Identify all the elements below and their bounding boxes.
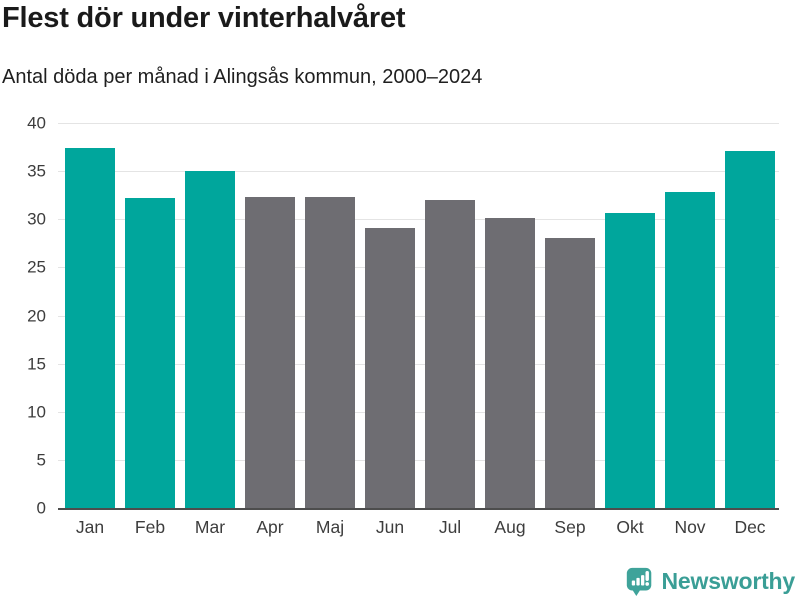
gridline-20 [58,315,779,317]
y-tick-label-25: 25 [27,257,46,277]
gridline-5 [58,459,779,461]
x-tick-label-okt: Okt [616,517,644,537]
brand-name: Newsworthy [661,567,796,594]
x-tick-label-apr: Apr [256,517,284,537]
gridline-40 [58,123,779,124]
y-tick-label-0: 0 [36,498,46,518]
bar-nov [665,192,715,508]
x-tick-label-nov: Nov [674,517,706,537]
bar-apr [245,197,295,508]
x-axis-labels: Jan Feb Mar Apr Maj Jun Jul Aug Sep Okt Nov Dec [58,517,786,538]
gridline-10 [58,411,779,413]
x-tick-label-sep: Sep [554,517,586,537]
y-tick-label-40: 40 [27,113,46,133]
x-tick-label-feb: Feb [134,517,166,537]
bar-jul [425,200,475,508]
y-tick-label-5: 5 [36,450,46,470]
x-tick-label-maj: Maj [315,517,345,537]
newsworthy-logo-icon [626,567,651,596]
gridline-35 [58,171,779,173]
bars [58,123,779,508]
bar-aug [485,218,535,508]
bar-jan [65,148,115,508]
y-axis-labels: 0 5 10 15 20 25 30 35 40 [0,115,46,517]
bar-dec [725,150,775,508]
chart-title: Flest dör under vinterhalvåret [2,2,406,34]
gridline-30 [58,219,779,221]
y-tick-label-20: 20 [27,306,46,325]
x-tick-label-jul: Jul [438,517,462,537]
bar-maj [305,197,355,508]
y-tick-label-10: 10 [27,402,46,422]
plot-area [58,123,779,510]
chart-subtitle: Antal döda per månad i Alingsås kommun, … [2,66,483,88]
bar-okt [605,212,655,508]
gridline-25 [58,267,779,269]
x-tick-label-aug: Aug [494,517,526,537]
bar-mar [185,171,235,508]
x-tick-label-dec: Dec [734,517,766,537]
y-tick-label-30: 30 [27,209,46,229]
y-tick-label-35: 35 [27,161,46,181]
x-tick-label-jun: Jun [375,517,405,537]
y-tick-label-15: 15 [27,354,46,374]
gridline-15 [58,363,779,365]
brand-footer: Newsworthy [625,565,795,597]
bar-jun [365,227,415,508]
x-tick-label-mar: Mar [194,517,226,537]
x-tick-label-jan: Jan [75,517,105,537]
bar-feb [125,198,175,508]
bar-sep [545,237,595,508]
